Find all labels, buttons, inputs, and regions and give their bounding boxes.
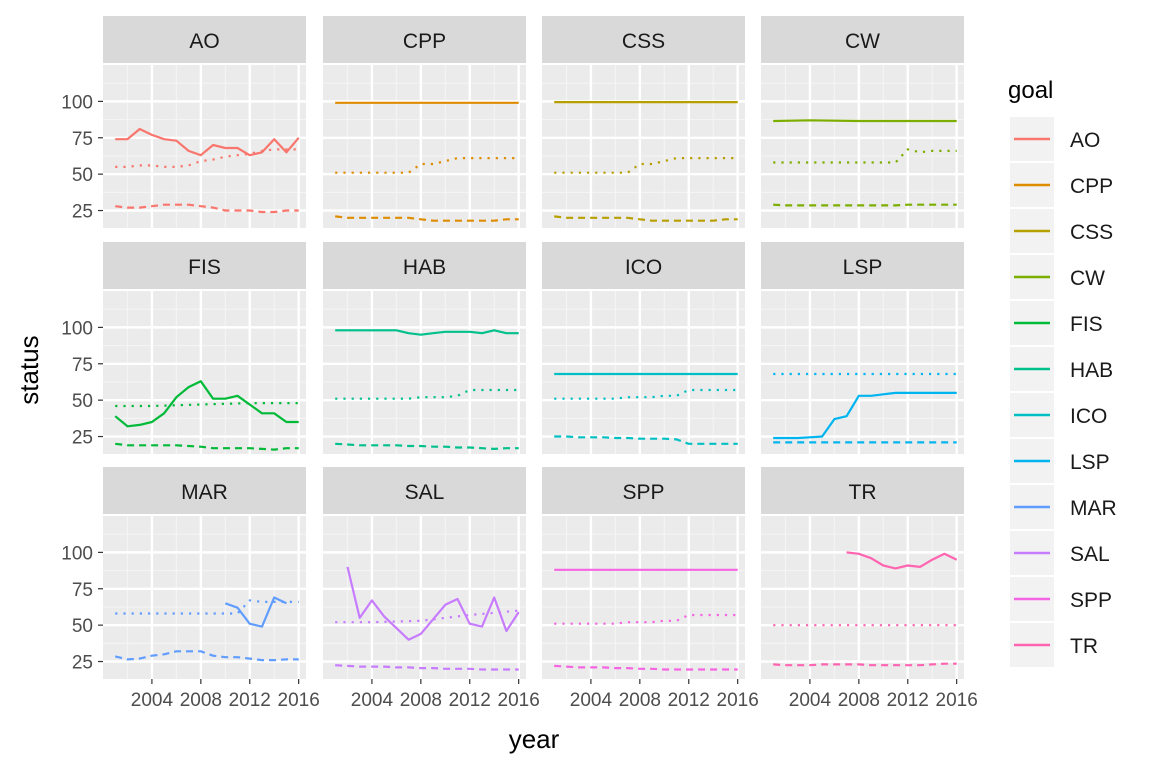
- legend-item-label: MAR: [1070, 497, 1117, 520]
- facet-strip-label: CSS: [622, 30, 665, 53]
- x-tick-label: 2016: [717, 690, 759, 711]
- legend-item-label: CPP: [1070, 175, 1113, 198]
- y-tick-label: 100: [61, 92, 93, 113]
- panel-background: [542, 516, 745, 679]
- legend-item-label: CSS: [1070, 221, 1113, 244]
- facet-sal: SAL 2004 2008 2012 2016: [323, 467, 540, 711]
- panel-background: [542, 65, 745, 228]
- facet-strip-label: MAR: [181, 481, 228, 504]
- legend-item-sal: SAL: [1010, 531, 1110, 575]
- y-tick-label: 25: [72, 428, 93, 449]
- legend-item-mar: MAR: [1010, 485, 1117, 529]
- panel-background: [323, 291, 526, 454]
- x-tick-label: 2004: [131, 690, 174, 711]
- facet-strip-label: FIS: [188, 256, 221, 279]
- y-tick-label: 25: [72, 202, 93, 223]
- x-tick-label: 2008: [619, 690, 661, 711]
- legend-item-hab: HAB: [1010, 347, 1113, 391]
- facet-strip-label: SPP: [622, 481, 664, 504]
- facet-strip-label: CPP: [403, 30, 446, 53]
- x-tick-label: 2008: [180, 690, 222, 711]
- y-tick-label: 100: [61, 318, 93, 339]
- y-axis-title: status: [14, 335, 44, 404]
- panel-background: [323, 65, 526, 228]
- x-tick-label: 2004: [570, 690, 613, 711]
- legend-item-label: LSP: [1070, 451, 1110, 474]
- legend-item-label: FIS: [1070, 313, 1103, 336]
- y-tick-label: 100: [61, 543, 93, 564]
- legend-item-ico: ICO: [1010, 393, 1107, 437]
- series-line-cw-solid: [773, 120, 957, 121]
- facet-css: CSS: [542, 16, 745, 228]
- legend-item-label: HAB: [1070, 359, 1113, 382]
- facet-fis: FIS 25 50 75 100: [61, 242, 306, 454]
- facet-spp: SPP 2004 2008 2012 2016: [542, 467, 759, 711]
- legend-item-ao: AO: [1010, 117, 1100, 161]
- facet-strip-label: SAL: [405, 481, 445, 504]
- legend-item-label: SAL: [1070, 543, 1110, 566]
- panel-background: [542, 291, 745, 454]
- facet-cpp: CPP: [323, 16, 526, 228]
- x-axis-title: year: [509, 724, 560, 754]
- y-tick-label: 75: [72, 129, 93, 150]
- legend: goal AO CPP CSS CW FIS HAB ICO LSP MAR SAL SPP TR: [1008, 77, 1117, 667]
- panel-background: [761, 291, 964, 454]
- facet-hab: HAB: [323, 242, 526, 454]
- legend-item-fis: FIS: [1010, 301, 1103, 345]
- legend-item-label: SPP: [1070, 589, 1112, 612]
- panel-background: [323, 516, 526, 679]
- legend-item-label: ICO: [1070, 405, 1107, 428]
- x-tick-label: 2008: [400, 690, 442, 711]
- legend-item-spp: SPP: [1010, 577, 1112, 621]
- y-tick-label: 50: [72, 165, 93, 186]
- facet-ico: ICO: [542, 242, 745, 454]
- x-tick-label: 2016: [498, 690, 540, 711]
- y-tick-label: 25: [72, 653, 93, 674]
- x-tick-label: 2004: [789, 690, 832, 711]
- x-tick-label: 2008: [838, 690, 880, 711]
- y-tick-label: 50: [72, 391, 93, 412]
- x-tick-label: 2012: [887, 690, 929, 711]
- facet-strip-label: ICO: [625, 256, 662, 279]
- panel-background: [761, 516, 964, 679]
- x-tick-label: 2004: [351, 690, 394, 711]
- legend-item-tr: TR: [1010, 623, 1098, 667]
- x-tick-label: 2016: [278, 690, 320, 711]
- facet-strip-label: TR: [849, 481, 877, 504]
- y-tick-label: 50: [72, 616, 93, 637]
- panel-background: [761, 65, 964, 228]
- facet-panels: AO 25 50 75 100 CPP CSS CW FIS 25 50 75 100 HAB ICO LSP…: [61, 16, 978, 711]
- facet-strip-label: LSP: [843, 256, 883, 279]
- facet-ao: AO 25 50 75 100: [61, 16, 306, 228]
- x-tick-label: 2012: [229, 690, 271, 711]
- x-tick-label: 2012: [668, 690, 710, 711]
- legend-item-label: TR: [1070, 635, 1098, 658]
- legend-item-cpp: CPP: [1010, 163, 1113, 207]
- y-tick-label: 75: [72, 580, 93, 601]
- x-tick-label: 2012: [449, 690, 491, 711]
- y-tick-label: 75: [72, 355, 93, 376]
- legend-item-label: AO: [1070, 129, 1100, 152]
- legend-item-label: CW: [1070, 267, 1105, 290]
- legend-item-cw: CW: [1010, 255, 1105, 299]
- panel-background: [103, 65, 306, 228]
- facet-tr: TR 2004 2008 2012 2016: [761, 467, 978, 711]
- legend-item-lsp: LSP: [1010, 439, 1110, 483]
- facet-mar: MAR 25 50 75 100 2004 2008 2012 2016: [61, 467, 320, 711]
- panel-background: [103, 291, 306, 454]
- facet-cw: CW: [761, 16, 964, 228]
- facet-strip-label: CW: [845, 30, 880, 53]
- facet-lsp: LSP: [761, 242, 964, 454]
- legend-item-css: CSS: [1010, 209, 1113, 253]
- facet-strip-label: AO: [189, 30, 219, 53]
- facet-strip-label: HAB: [403, 256, 446, 279]
- x-tick-label: 2016: [936, 690, 978, 711]
- legend-title: goal: [1008, 77, 1053, 104]
